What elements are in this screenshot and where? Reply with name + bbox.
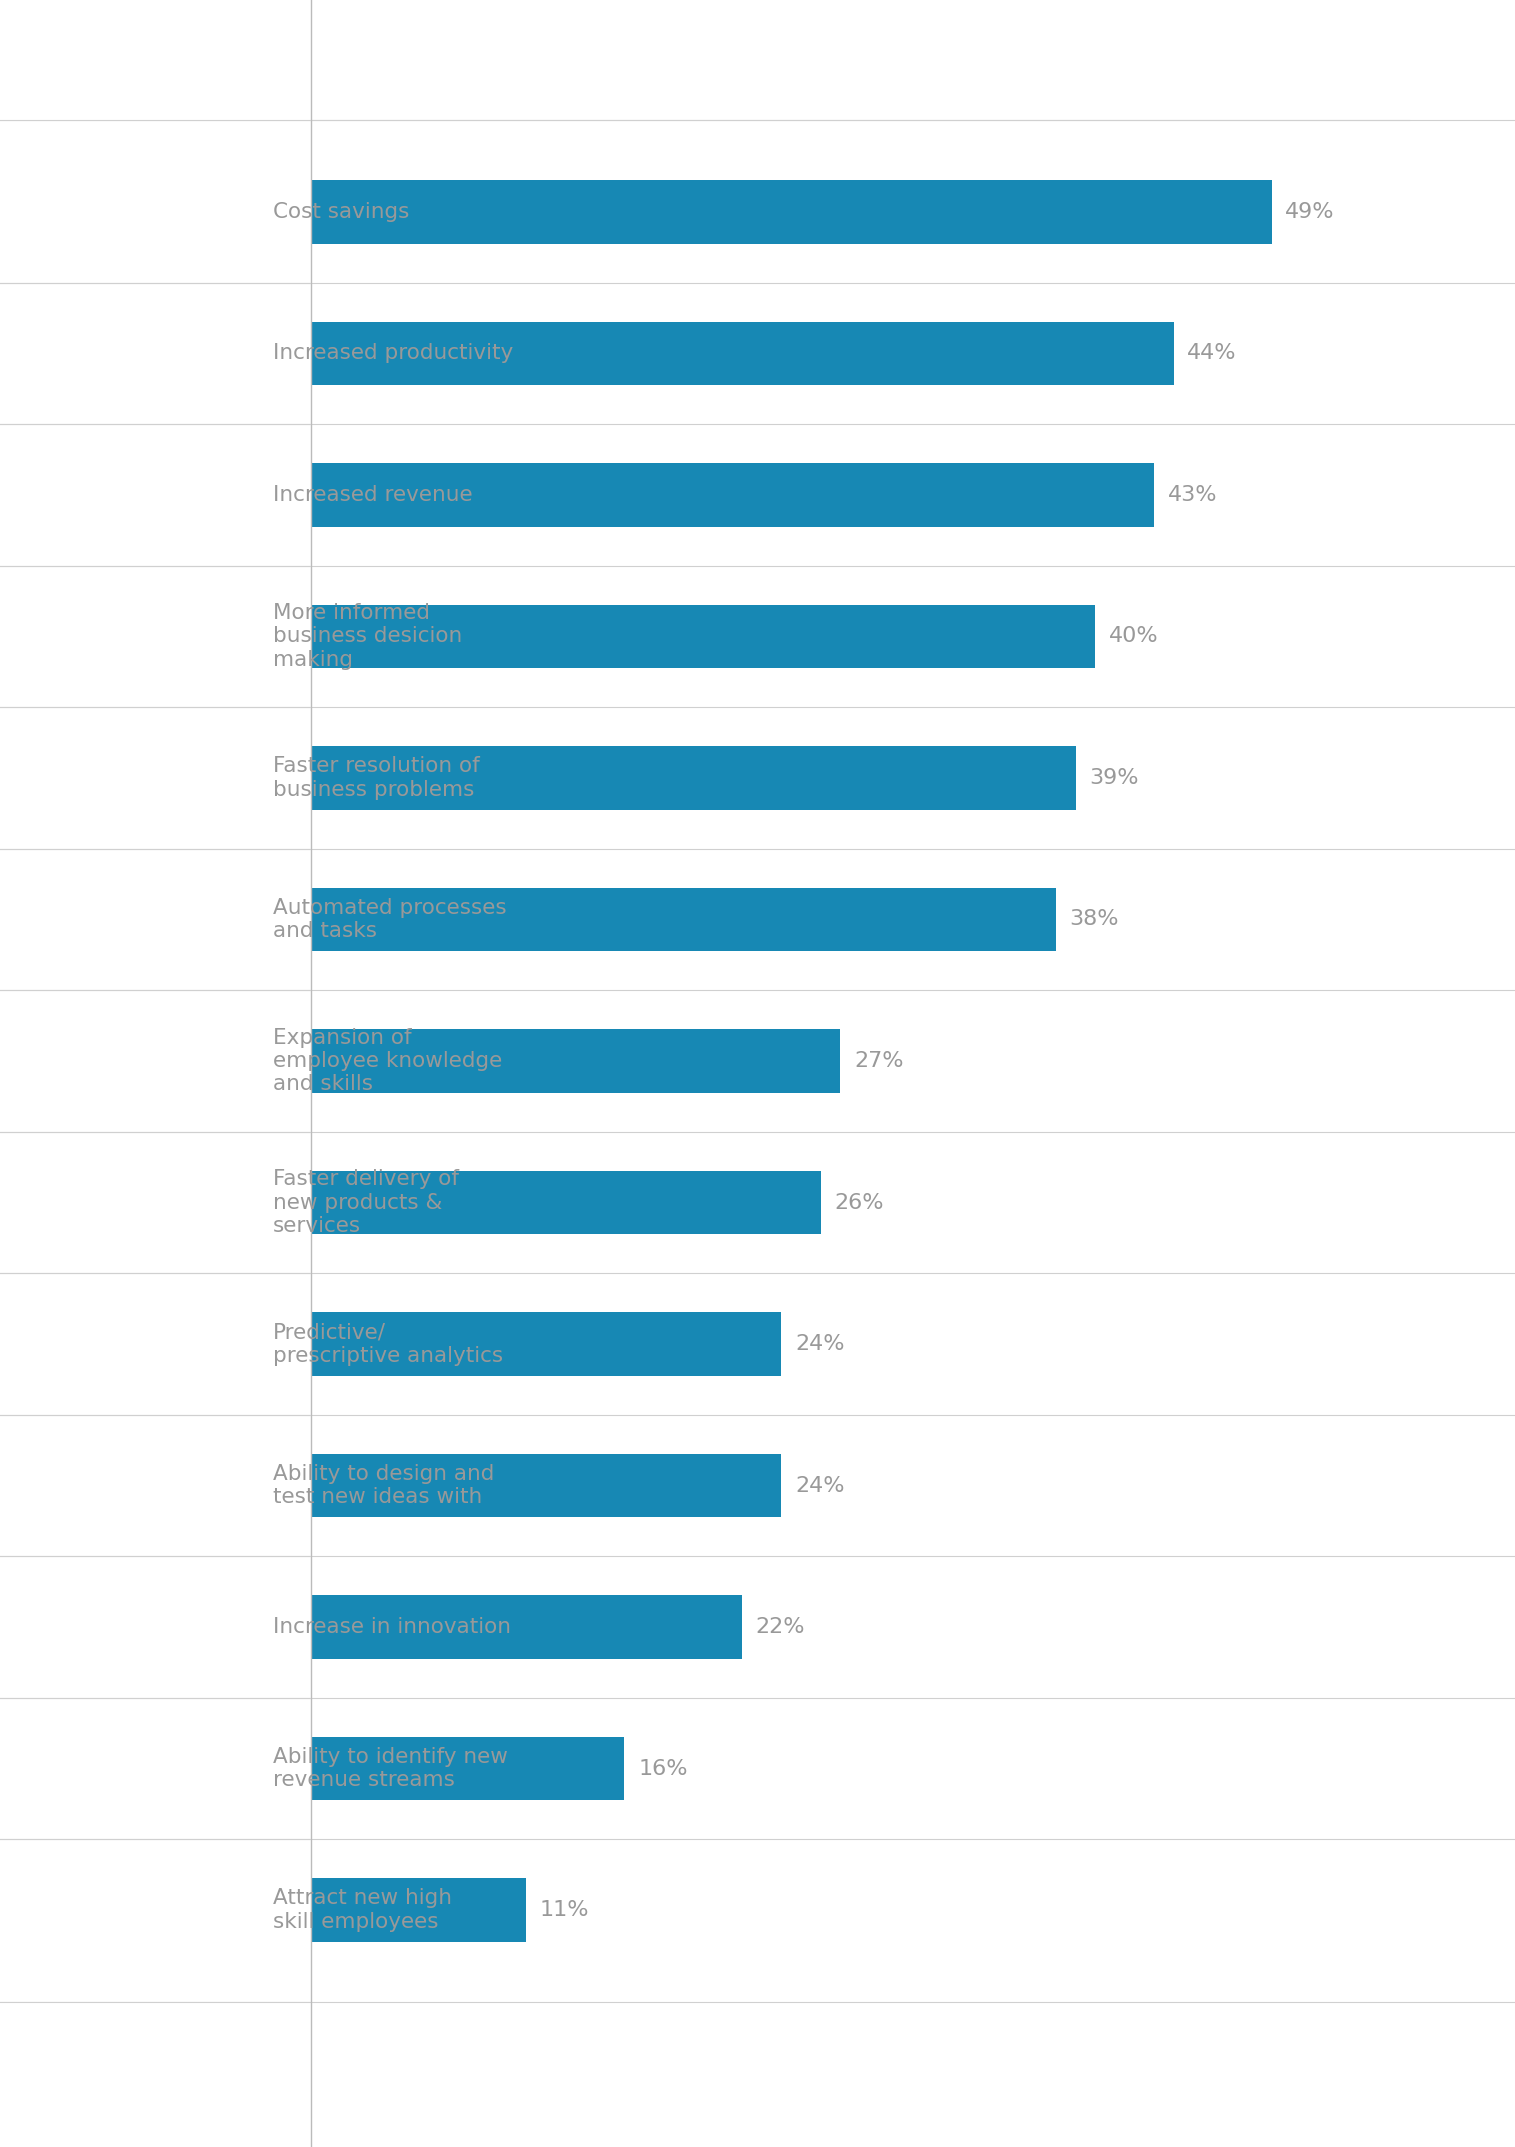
Text: Predictive/
prescriptive analytics: Predictive/ prescriptive analytics: [273, 1323, 503, 1365]
Text: Attract new high
skill employees: Attract new high skill employees: [273, 1889, 453, 1932]
Bar: [311, 605, 1095, 668]
Text: 16%: 16%: [638, 1758, 688, 1778]
Text: 38%: 38%: [1070, 910, 1120, 930]
Text: Automated processes
and tasks: Automated processes and tasks: [273, 897, 508, 940]
Bar: [311, 464, 1154, 526]
Text: 24%: 24%: [795, 1333, 844, 1355]
Bar: [311, 1595, 742, 1660]
Text: Ability to identify new
revenue streams: Ability to identify new revenue streams: [273, 1748, 508, 1791]
Text: 39%: 39%: [1089, 769, 1139, 788]
Bar: [311, 1028, 841, 1093]
Text: 26%: 26%: [835, 1192, 883, 1213]
Text: Ability to design and
test new ideas with: Ability to design and test new ideas wit…: [273, 1464, 495, 1507]
Bar: [311, 1170, 821, 1235]
Text: Faster delivery of
new products &
services: Faster delivery of new products & servic…: [273, 1170, 459, 1237]
Text: Faster resolution of
business problems: Faster resolution of business problems: [273, 756, 480, 799]
Bar: [311, 1454, 782, 1518]
Text: Benefits of AI for Retail Business Worldwide in 2018: Benefits of AI for Retail Business World…: [73, 43, 1006, 77]
Bar: [311, 1879, 526, 1941]
Bar: [311, 1312, 782, 1376]
Text: 49%: 49%: [1285, 202, 1335, 221]
Text: infopulse: infopulse: [633, 2053, 882, 2098]
Text: 27%: 27%: [854, 1052, 903, 1071]
Text: Cost savings: Cost savings: [273, 202, 409, 221]
Text: 40%: 40%: [1109, 627, 1159, 646]
Bar: [311, 1737, 624, 1801]
Text: 22%: 22%: [756, 1617, 806, 1636]
Text: Increase in innovation: Increase in innovation: [273, 1617, 511, 1636]
Text: Increased productivity: Increased productivity: [273, 344, 514, 363]
Text: 44%: 44%: [1188, 344, 1236, 363]
Text: Increased revenue: Increased revenue: [273, 485, 473, 505]
Text: Expansion of
employee knowledge
and skills: Expansion of employee knowledge and skil…: [273, 1028, 503, 1095]
Bar: [311, 322, 1174, 384]
Text: 24%: 24%: [795, 1475, 844, 1496]
Text: 43%: 43%: [1168, 485, 1217, 505]
Text: More informed
business desicion
making: More informed business desicion making: [273, 603, 462, 670]
Text: 11%: 11%: [539, 1900, 589, 1919]
Bar: [311, 180, 1271, 245]
Bar: [311, 887, 1056, 951]
Bar: [311, 747, 1076, 809]
